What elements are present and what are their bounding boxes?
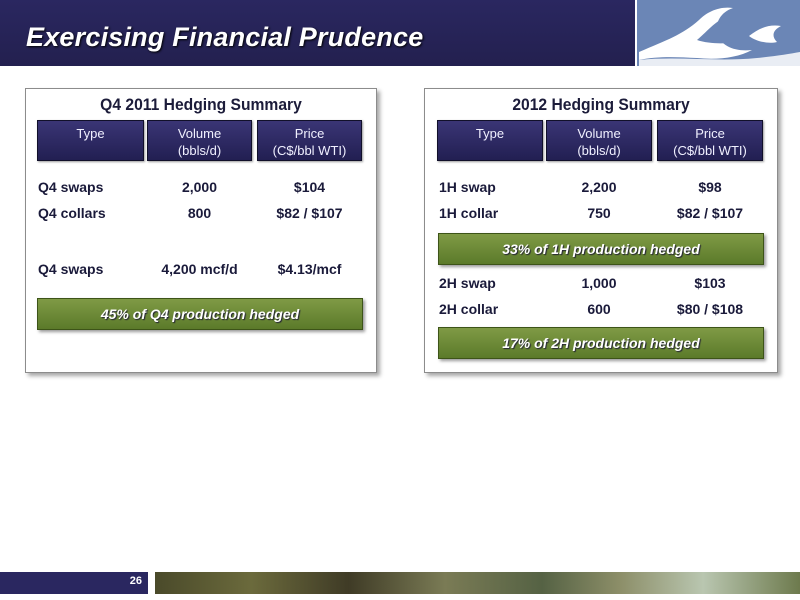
row-price: $4.13/mcf bbox=[277, 261, 342, 277]
panel-title: 2012 Hedging Summary bbox=[512, 95, 690, 114]
row-volume: 4,200 mcf/d bbox=[161, 261, 238, 277]
row-type: Q4 collars bbox=[38, 205, 106, 221]
2h-hedged-summary-bar: 17% of 2H production hedged bbox=[438, 327, 764, 359]
header-line: Type bbox=[76, 126, 105, 141]
row-type: 2H collar bbox=[439, 301, 499, 317]
row-price: $98 bbox=[698, 179, 722, 195]
panel-title: Q4 2011 Hedging Summary bbox=[100, 95, 302, 114]
header-line: Volume bbox=[177, 126, 222, 141]
1h-hedged-summary-bar: 33% of 1H production hedged bbox=[438, 233, 764, 265]
header-line: Price bbox=[695, 126, 725, 141]
header-line: Price bbox=[294, 126, 325, 141]
q4-2011-hedging-panel: Q4 2011 Hedging Summary Type Volume (bbl… bbox=[25, 88, 377, 373]
row-type: Q4 swaps bbox=[38, 261, 104, 277]
row-type: 1H swap bbox=[439, 179, 496, 195]
row-price: $104 bbox=[293, 179, 326, 195]
row-type: 2H swap bbox=[439, 275, 496, 291]
hedged-summary-bar: 45% of Q4 production hedged bbox=[37, 298, 363, 330]
column-header-volume: Volume (bbls/d) bbox=[546, 120, 652, 161]
header-line: (C$/bbl WTI) bbox=[272, 143, 347, 158]
row-volume: 1,000 bbox=[581, 275, 617, 291]
column-header-type: Type bbox=[37, 120, 144, 161]
header-line: Type bbox=[475, 126, 505, 141]
header-line: Volume bbox=[577, 126, 621, 141]
column-header-volume: Volume (bbls/d) bbox=[147, 120, 252, 161]
header-line: (bbls/d) bbox=[177, 143, 222, 158]
row-type: 1H collar bbox=[439, 205, 499, 221]
header-line: (bbls/d) bbox=[577, 143, 621, 158]
row-volume: 800 bbox=[187, 205, 212, 221]
row-price: $103 bbox=[694, 275, 726, 291]
column-header-type: Type bbox=[437, 120, 543, 161]
row-type: Q4 swaps bbox=[38, 179, 104, 195]
row-volume: 2,200 bbox=[581, 179, 617, 195]
row-price: $80 / $108 bbox=[676, 301, 744, 317]
row-price: $82 / $107 bbox=[676, 205, 744, 221]
row-volume: 2,000 bbox=[181, 179, 218, 195]
wave-logo-icon bbox=[637, 0, 800, 66]
slide-title: Exercising Financial Prudence bbox=[26, 22, 424, 52]
row-price: $82 / $107 bbox=[276, 205, 343, 221]
landscape-photo bbox=[155, 572, 800, 594]
footer-bar bbox=[0, 572, 148, 594]
header-line: (C$/bbl WTI) bbox=[673, 143, 747, 158]
2012-hedging-panel: 2012 Hedging Summary Type Volume (bbls/d… bbox=[424, 88, 778, 373]
row-volume: 750 bbox=[587, 205, 611, 221]
row-volume: 600 bbox=[587, 301, 611, 317]
column-header-price: Price (C$/bbl WTI) bbox=[657, 120, 763, 161]
page-number: 26 bbox=[129, 575, 142, 587]
column-header-price: Price (C$/bbl WTI) bbox=[257, 120, 362, 161]
slide-header: Exercising Financial Prudence bbox=[0, 0, 635, 66]
